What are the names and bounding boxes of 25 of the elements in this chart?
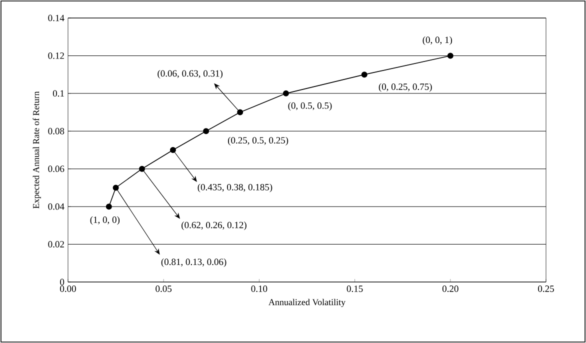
y-tick-label: 0.12 [48, 52, 64, 59]
annotation: (0.06, 0.63, 0.31) [158, 70, 223, 79]
x-tick-label: 0.15 [346, 286, 363, 292]
y-tick-label: 0 [60, 278, 64, 286]
x-tick-label: 0.20 [442, 286, 458, 292]
y-tick-label: 0.14 [48, 14, 64, 22]
annotation: (0.435, 0.38, 0.185) [198, 184, 272, 192]
annotation: (1, 0, 0) [90, 216, 120, 225]
x-tick-label: 0.25 [538, 286, 554, 292]
annotation: (0, 0.5, 0.5) [288, 102, 332, 111]
y-tick-label: 0.02 [48, 241, 64, 248]
annotation: (0, 0, 1) [422, 36, 452, 46]
y-tick-label: 0.06 [48, 166, 64, 172]
y-axis-title: Expected Annual Rate of Return [32, 91, 41, 208]
x-tick-label: 0.05 [156, 286, 172, 292]
annotation: (0, 0.25, 0.75) [378, 83, 432, 92]
y-tick-label: 0.04 [48, 203, 64, 210]
annotation: (0.25, 0.5, 0.25) [228, 136, 288, 146]
x-tick-label: 0.00 [60, 286, 76, 292]
y-tick-label: 0.1 [52, 90, 64, 97]
annotation: (0.81, 0.13, 0.06) [161, 258, 226, 268]
x-tick-label: 0.10 [251, 286, 268, 292]
x-axis-title: Annualized Volatility [268, 298, 346, 308]
annotation: (0.62, 0.26, 0.12) [182, 222, 246, 230]
y-tick-label: 0.08 [48, 128, 64, 134]
